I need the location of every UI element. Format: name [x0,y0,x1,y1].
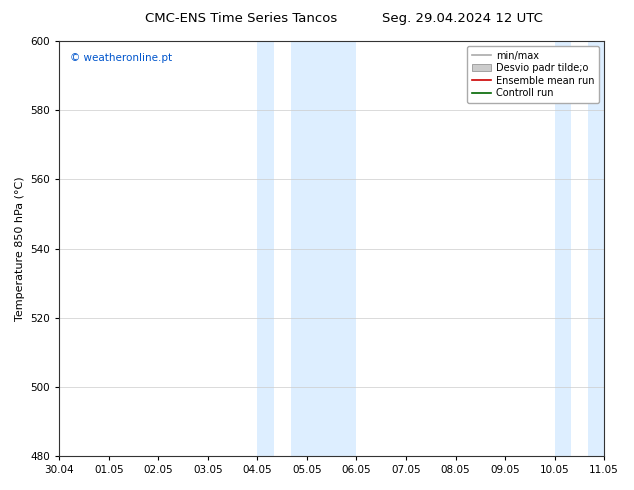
Bar [257,41,274,456]
Bar [290,41,356,456]
Bar [555,41,571,456]
Text: CMC-ENS Time Series Tancos: CMC-ENS Time Series Tancos [145,12,337,25]
Text: © weatheronline.pt: © weatheronline.pt [70,53,172,64]
Legend: min/max, Desvio padr tilde;o, Ensemble mean run, Controll run: min/max, Desvio padr tilde;o, Ensemble m… [467,46,599,103]
Y-axis label: Temperature 850 hPa (°C): Temperature 850 hPa (°C) [15,176,25,321]
Text: Seg. 29.04.2024 12 UTC: Seg. 29.04.2024 12 UTC [382,12,543,25]
Bar [588,41,604,456]
